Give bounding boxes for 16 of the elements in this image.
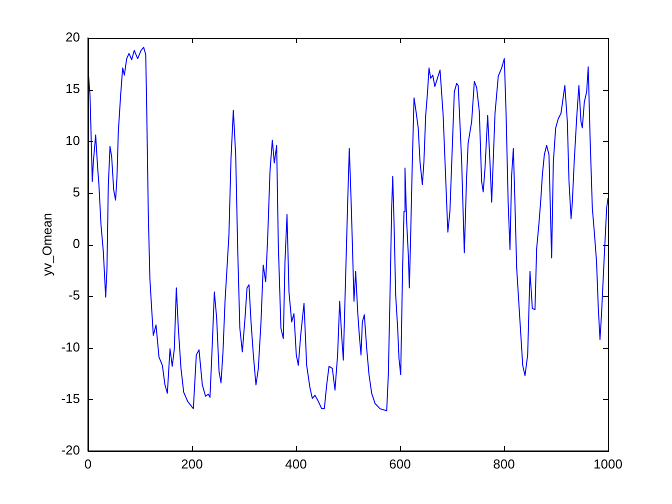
y-tick-label: -20 — [61, 442, 80, 458]
y-tick-label: 15 — [66, 81, 80, 96]
y-tick-label: 10 — [66, 132, 80, 148]
y-tick-label: 0 — [72, 236, 80, 252]
x-tick-label: 400 — [285, 456, 307, 472]
y-tick-label: 20 — [66, 30, 80, 45]
x-tick-label: 200 — [181, 456, 203, 472]
y-axis-title: yv_Omean — [39, 213, 54, 276]
x-tick-label: 1000 — [594, 456, 622, 472]
y-tick-label: 5 — [72, 184, 80, 200]
x-tick-label: 800 — [493, 456, 515, 472]
x-tick-label: 600 — [389, 456, 411, 472]
y-tick-label: -10 — [61, 339, 80, 354]
y-tick-label: -15 — [61, 390, 80, 406]
y-tick-label: -5 — [68, 288, 80, 303]
x-tick-label: 0 — [84, 456, 92, 472]
